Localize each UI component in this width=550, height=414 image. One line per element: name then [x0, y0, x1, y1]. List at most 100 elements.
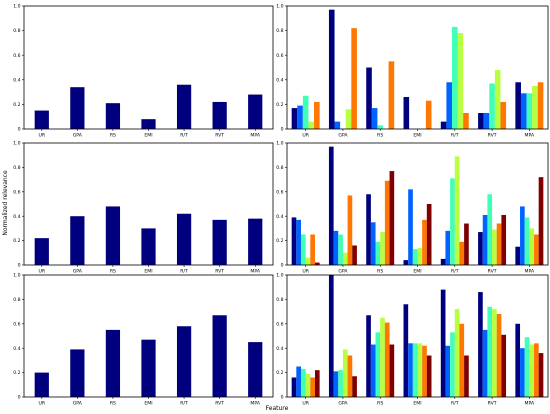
bar — [70, 349, 85, 397]
bar — [370, 222, 376, 265]
bar — [538, 177, 544, 265]
bar — [501, 214, 507, 265]
bar — [384, 322, 390, 397]
bar — [314, 370, 320, 397]
bar — [328, 275, 334, 397]
bar — [305, 257, 311, 265]
y-tick-label: 0.8 — [13, 165, 20, 171]
bar — [496, 314, 502, 397]
bar — [347, 195, 353, 265]
x-tick-label: MPA — [250, 133, 260, 139]
bar — [482, 329, 488, 397]
bar — [334, 121, 341, 129]
x-tick-label: R/T — [180, 269, 188, 275]
bar — [105, 103, 121, 129]
bar — [534, 234, 539, 265]
bar — [338, 370, 343, 397]
bar — [248, 218, 263, 265]
bar — [496, 223, 502, 265]
bar — [105, 206, 121, 265]
y-tick-label: 0.8 — [276, 28, 283, 34]
y-axis-label: Normalized relevance — [2, 170, 9, 236]
bar — [412, 343, 418, 397]
bar — [529, 344, 535, 397]
y-tick-label: 0.4 — [13, 346, 20, 352]
bar — [483, 113, 490, 129]
bar — [141, 119, 156, 129]
bar — [459, 323, 465, 397]
bar — [417, 247, 423, 265]
bar — [534, 343, 539, 397]
y-tick-label: 1.0 — [276, 141, 283, 147]
bar — [515, 323, 521, 397]
bar — [380, 232, 385, 265]
bar — [515, 246, 521, 265]
y-tick-label: 1.0 — [13, 273, 20, 279]
x-tick-label: MPA — [250, 401, 260, 407]
axes-frame — [286, 142, 549, 266]
y-tick-label: 0.6 — [13, 189, 20, 195]
bar — [463, 113, 469, 129]
y-tick-label: 0.6 — [276, 189, 283, 195]
bar — [342, 349, 348, 397]
bar — [384, 180, 390, 265]
x-tick-label: UR — [302, 133, 309, 139]
x-tick-label: GPA — [73, 133, 83, 139]
bar — [478, 292, 483, 397]
x-tick-label: RS — [110, 133, 116, 139]
chart-panel: 0 0.2 0.4 0.6 0.8 1.0 UR GPA RS EMI R/T RVT MPA — [276, 273, 549, 407]
bar — [310, 377, 315, 397]
bar — [70, 216, 85, 265]
x-tick-label: MPA — [525, 133, 535, 139]
x-tick-label: RVT — [215, 401, 224, 407]
bar — [440, 258, 446, 265]
bar — [296, 366, 301, 397]
panels: 00.20.40.60.81.0UR GPA RS EMI R/T RVT MPA00.20… — [13, 4, 549, 407]
x-tick-label: RVT — [215, 133, 224, 139]
bar — [248, 94, 263, 129]
bar — [520, 93, 527, 129]
bar — [375, 241, 381, 265]
x-tick-label: EMI — [413, 401, 421, 407]
bar — [302, 95, 309, 129]
bar — [422, 345, 427, 397]
y-tick-label: 0.2 — [13, 238, 20, 244]
bar — [440, 289, 446, 397]
x-tick-label: UR — [39, 269, 46, 275]
x-tick-label: R/T — [180, 401, 188, 407]
bar — [478, 113, 484, 129]
bar — [314, 101, 320, 129]
x-tick-label: EMI — [413, 133, 421, 139]
bar — [308, 121, 315, 129]
bar — [380, 317, 385, 397]
bar — [492, 309, 497, 397]
bar — [352, 376, 357, 397]
bar — [515, 82, 521, 129]
bar — [345, 109, 352, 129]
x-tick-label: MPA — [525, 401, 535, 407]
x-tick-label: MPA — [250, 269, 260, 275]
axes-frame — [286, 5, 549, 130]
bar — [446, 82, 452, 129]
bar — [375, 332, 381, 397]
y-tick-label: 0.4 — [276, 77, 283, 83]
x-tick-label: RS — [377, 269, 383, 275]
bar — [422, 219, 427, 265]
bar — [520, 206, 525, 265]
chart-panel: 0 0.2 0.4 0.6 0.8 1.0 UR GPA RS EMI R/T RVT MPA — [13, 141, 274, 275]
y-tick-label: 0.2 — [276, 370, 283, 376]
x-tick-label: R/T — [451, 269, 459, 275]
bar — [450, 178, 455, 265]
bar — [500, 101, 507, 129]
bar — [366, 194, 371, 265]
bar — [291, 377, 297, 397]
bar — [366, 67, 372, 129]
x-tick-label: RS — [377, 133, 383, 139]
x-tick-label: EMI — [144, 401, 152, 407]
chart-panel: 0 0.2 0.4 0.6 0.8 1.0 UR GPA RS EMI R/T RVT MPA — [276, 4, 549, 139]
y-tick-label: 0.4 — [13, 77, 20, 83]
x-tick-label: R/T — [451, 133, 459, 139]
y-tick-label: 0.8 — [276, 297, 283, 303]
bar — [351, 28, 357, 129]
bar — [457, 33, 464, 130]
